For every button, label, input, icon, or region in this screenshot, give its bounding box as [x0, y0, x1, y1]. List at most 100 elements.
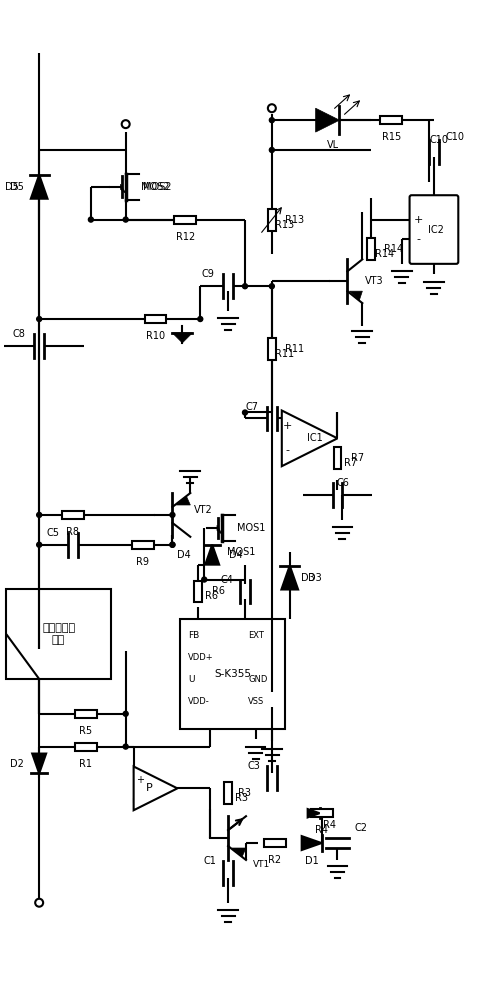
Circle shape: [243, 410, 247, 415]
Polygon shape: [308, 809, 319, 817]
Polygon shape: [217, 525, 222, 534]
Text: IC1: IC1: [307, 433, 322, 443]
Bar: [62, 511, 84, 519]
Text: R4: R4: [323, 820, 336, 830]
Bar: [180, 619, 285, 729]
Text: R3: R3: [235, 793, 247, 803]
Bar: [224, 782, 232, 804]
Text: R5: R5: [79, 726, 93, 736]
Text: -: -: [416, 234, 420, 244]
Text: D4: D4: [177, 550, 191, 560]
Circle shape: [202, 577, 207, 582]
Text: C10: C10: [429, 135, 449, 145]
Text: GND: GND: [248, 675, 268, 684]
Text: R9: R9: [136, 557, 149, 567]
Circle shape: [123, 744, 128, 749]
Circle shape: [36, 317, 42, 322]
Text: R2: R2: [268, 855, 282, 865]
Text: C8: C8: [13, 329, 26, 339]
Text: R7: R7: [352, 453, 364, 463]
Text: C4: C4: [221, 575, 234, 585]
Text: C7: C7: [246, 402, 258, 412]
Text: D2: D2: [10, 759, 24, 769]
FancyBboxPatch shape: [410, 195, 458, 264]
Circle shape: [170, 542, 175, 547]
Polygon shape: [302, 836, 321, 850]
Text: +: +: [414, 215, 423, 225]
Text: R12: R12: [176, 232, 195, 242]
Text: C2: C2: [354, 823, 367, 833]
Text: R11: R11: [275, 349, 294, 359]
Text: R6: R6: [205, 591, 218, 601]
Bar: [380, 116, 402, 124]
Text: R15: R15: [382, 132, 401, 142]
Text: C9: C9: [202, 269, 214, 279]
Text: EXT: EXT: [248, 631, 264, 640]
Bar: [367, 238, 375, 260]
Text: R11: R11: [285, 344, 304, 354]
Circle shape: [88, 217, 93, 222]
Text: R8: R8: [67, 527, 79, 537]
Text: VT3: VT3: [365, 276, 384, 286]
Text: VDD+: VDD+: [188, 653, 214, 662]
Bar: [75, 743, 97, 751]
Text: C3: C3: [247, 761, 260, 771]
Text: FB: FB: [188, 631, 200, 640]
Circle shape: [123, 711, 128, 716]
Polygon shape: [134, 766, 177, 810]
Bar: [175, 216, 196, 224]
Text: +: +: [136, 775, 144, 785]
Circle shape: [123, 217, 128, 222]
Text: MOS1: MOS1: [237, 523, 265, 533]
Text: 三极管稳压
电路: 三极管稳压 电路: [42, 623, 75, 645]
Polygon shape: [176, 496, 190, 505]
Text: +: +: [283, 421, 292, 431]
Bar: [132, 541, 153, 549]
Text: R13: R13: [275, 220, 294, 230]
Bar: [268, 338, 276, 360]
Polygon shape: [205, 545, 219, 565]
Text: MOS1: MOS1: [227, 547, 255, 557]
Text: R7: R7: [344, 458, 357, 468]
Text: VT1: VT1: [253, 860, 270, 869]
Circle shape: [269, 147, 274, 152]
Polygon shape: [173, 333, 192, 343]
Text: MOS2: MOS2: [141, 182, 169, 192]
Polygon shape: [282, 566, 298, 589]
Text: D5: D5: [10, 182, 24, 192]
Text: -: -: [286, 445, 290, 455]
Text: IC2: IC2: [428, 225, 444, 235]
Bar: [264, 839, 286, 847]
Circle shape: [269, 284, 274, 289]
Text: R10: R10: [146, 331, 165, 341]
Polygon shape: [316, 108, 340, 132]
Text: C5: C5: [47, 528, 60, 538]
Text: P: P: [145, 783, 152, 793]
Text: VSS: VSS: [248, 697, 264, 706]
Text: VT2: VT2: [194, 505, 213, 515]
Circle shape: [269, 118, 274, 123]
Text: R13: R13: [285, 215, 304, 225]
Polygon shape: [232, 848, 246, 857]
Text: D3: D3: [301, 573, 315, 583]
Text: C1: C1: [204, 856, 216, 866]
Bar: [75, 710, 97, 718]
Circle shape: [36, 542, 42, 547]
Polygon shape: [32, 754, 46, 773]
Text: R4: R4: [315, 825, 328, 835]
Circle shape: [243, 284, 247, 289]
Bar: [6, 589, 111, 679]
Text: C6: C6: [336, 478, 349, 488]
Text: D4: D4: [229, 550, 243, 560]
Text: U: U: [188, 675, 195, 684]
Bar: [194, 581, 202, 602]
Text: C10: C10: [446, 132, 465, 142]
Bar: [333, 447, 342, 469]
Bar: [268, 209, 276, 231]
Polygon shape: [282, 411, 338, 466]
Circle shape: [170, 512, 175, 517]
Text: R3: R3: [238, 788, 251, 798]
Polygon shape: [120, 184, 126, 193]
Text: S-K355: S-K355: [214, 669, 251, 679]
Text: R14: R14: [384, 244, 403, 254]
